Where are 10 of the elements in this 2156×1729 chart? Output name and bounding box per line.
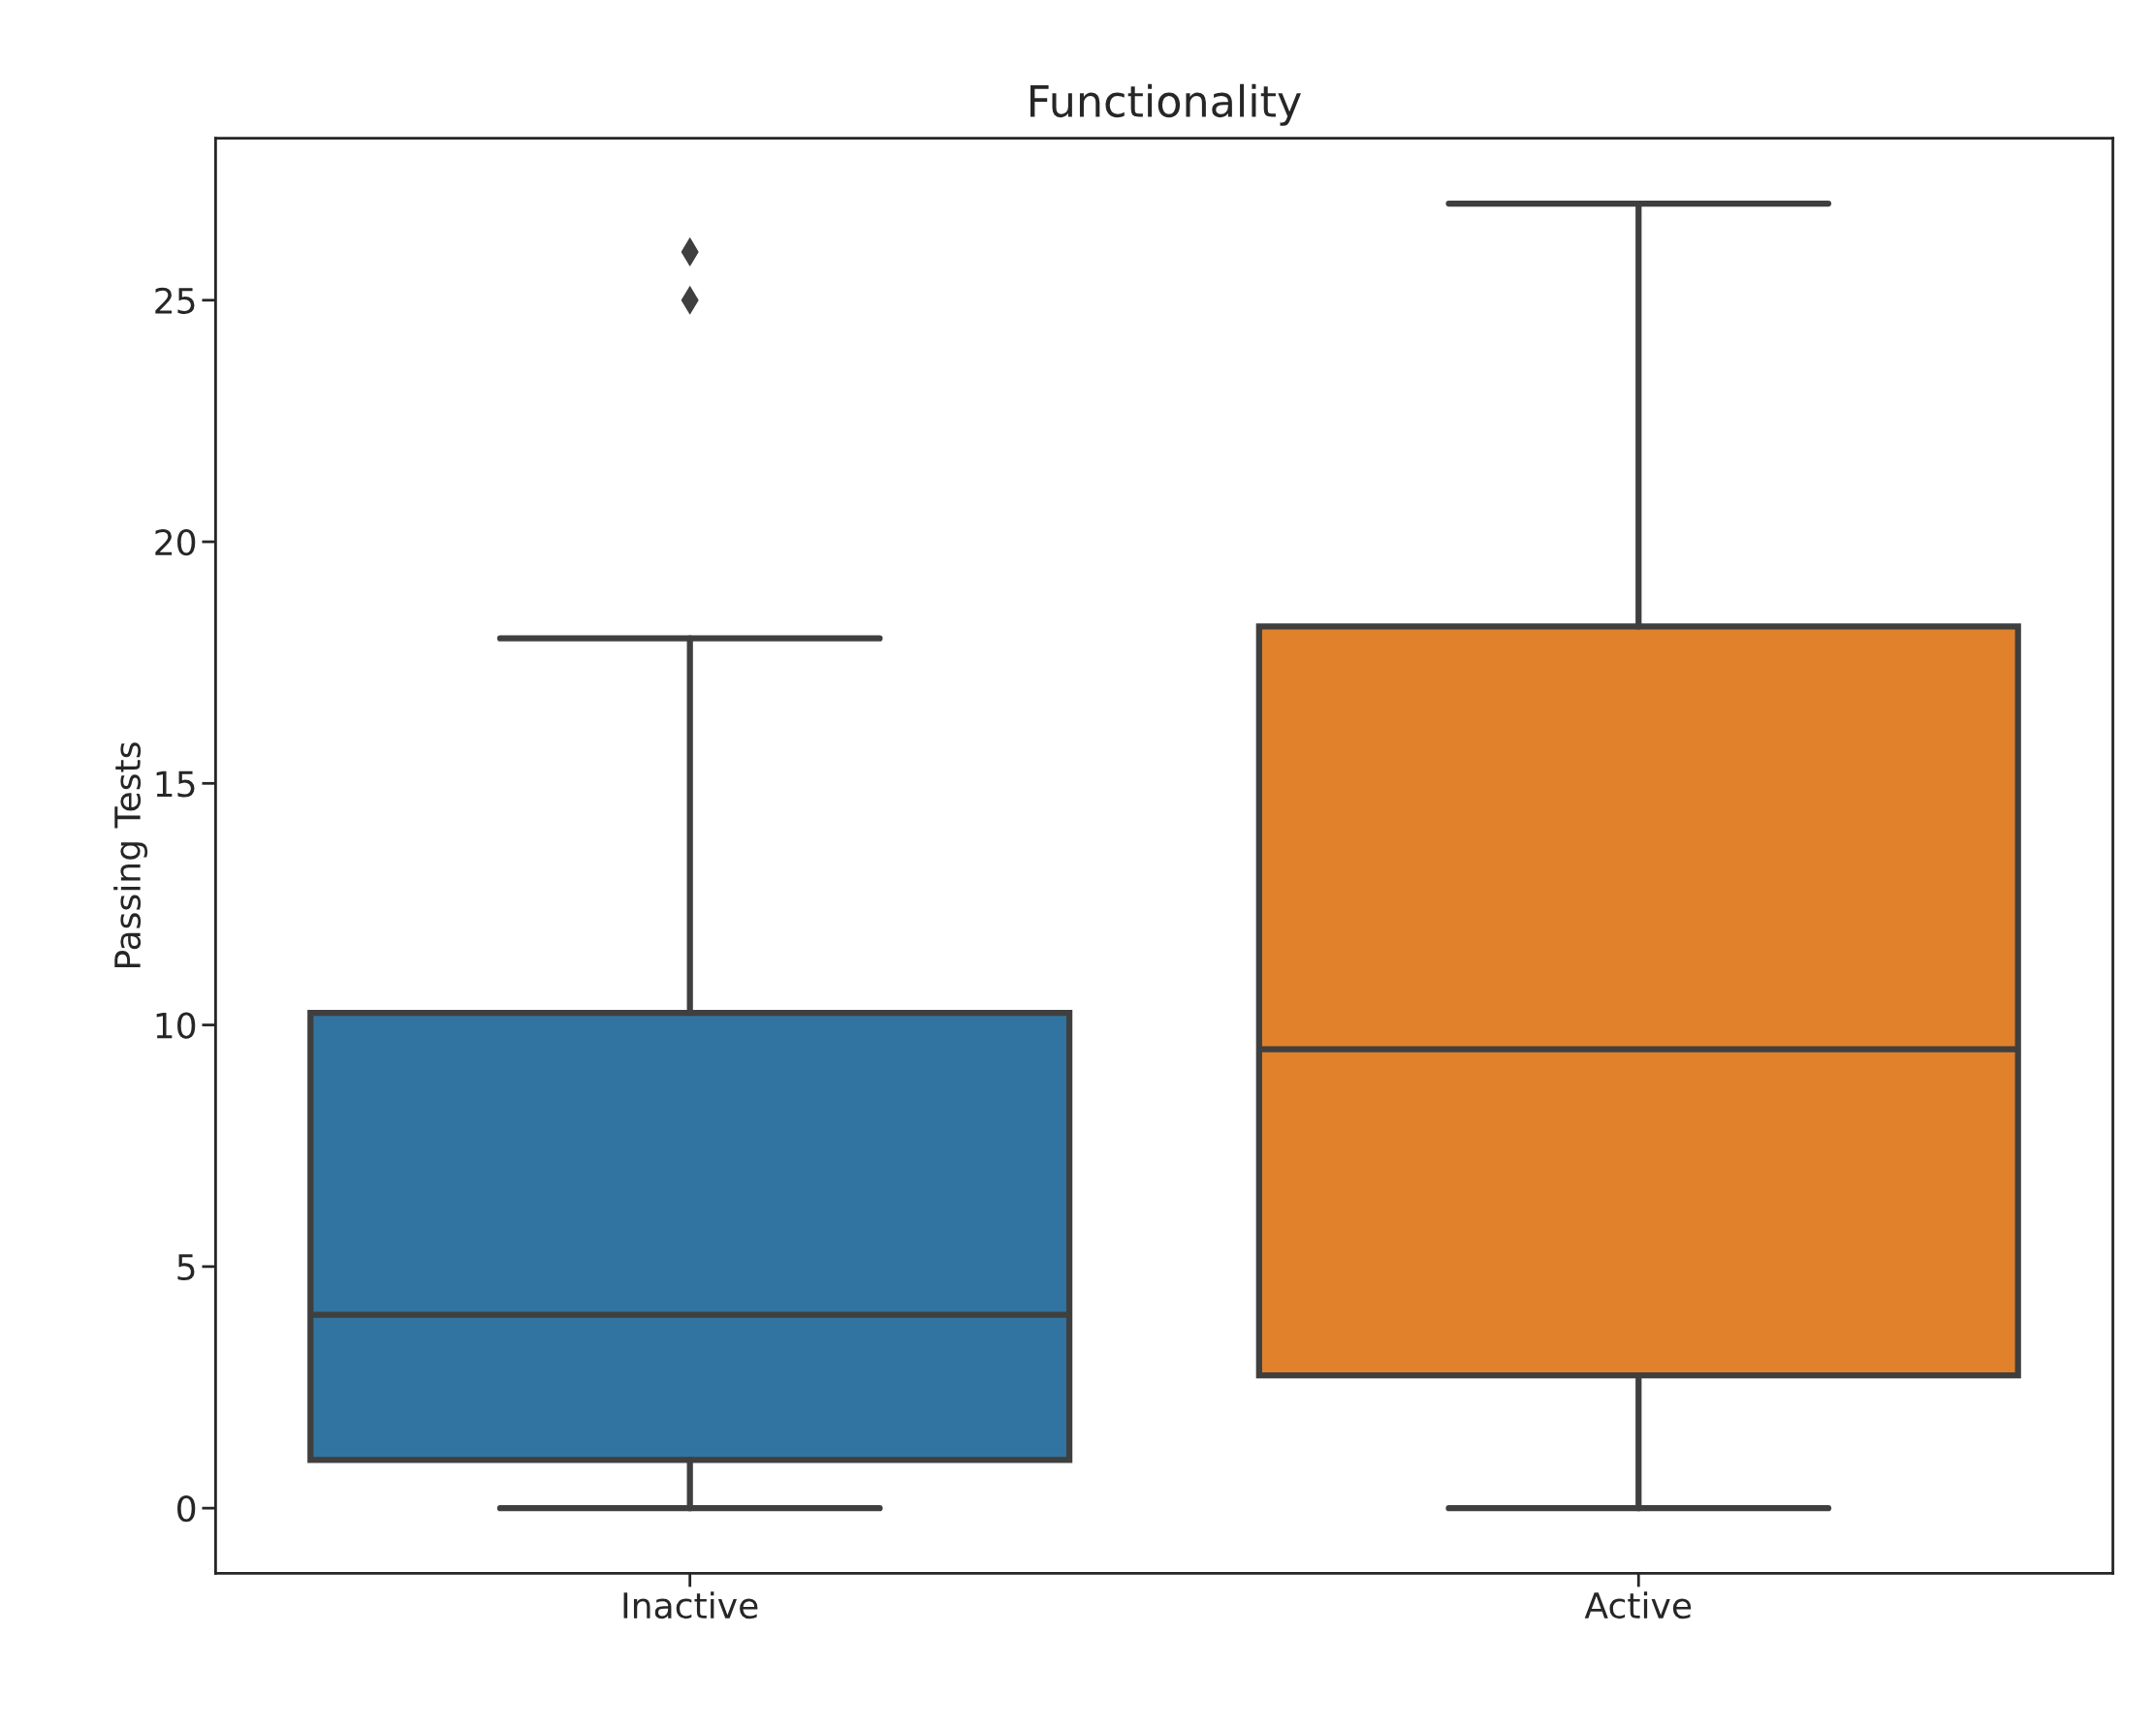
chart-title: Functionality <box>1030 83 1301 126</box>
y-tick-label: 25 <box>155 287 195 314</box>
y-axis-title: Passing Tests <box>113 742 148 968</box>
y-tick-label: 15 <box>156 770 195 798</box>
x-tick-label: Inactive <box>623 1591 758 1619</box>
y-tick-label: 10 <box>156 1012 196 1039</box>
y-tick-label: 0 <box>177 1495 196 1523</box>
y-tick-label: 20 <box>155 528 196 556</box>
x-tick-label: Active <box>1584 1591 1692 1619</box>
y-tick-label: 5 <box>177 1254 195 1281</box>
